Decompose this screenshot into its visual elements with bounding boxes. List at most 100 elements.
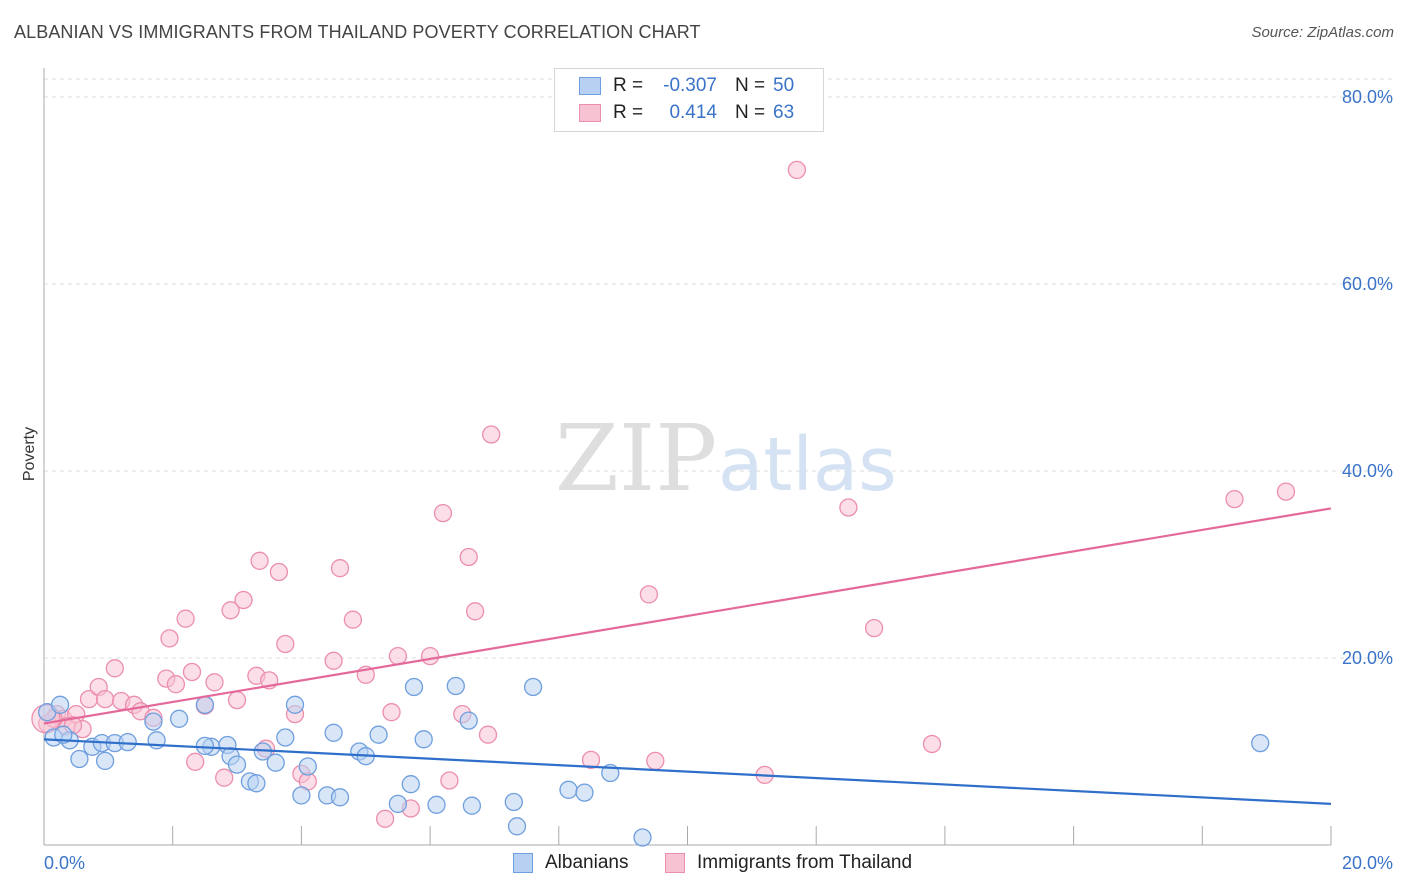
data-point-thailand bbox=[375, 809, 395, 828]
legend-swatch-albanians bbox=[579, 77, 601, 95]
legend-swatch-thailand bbox=[579, 104, 601, 122]
legend-r-label: R = bbox=[613, 102, 644, 123]
data-point-thailand bbox=[465, 602, 485, 621]
legend-n-label: N = bbox=[735, 75, 766, 96]
data-point-albanians bbox=[401, 775, 420, 794]
data-point-albanians bbox=[95, 751, 115, 771]
data-point-thailand bbox=[105, 659, 124, 678]
gridlines bbox=[44, 78, 1393, 659]
data-point-thailand bbox=[482, 425, 501, 444]
legend-row-thailand: R = 0.414 N = 63 bbox=[579, 101, 794, 125]
data-point-albanians bbox=[144, 712, 163, 731]
data-point-albanians bbox=[523, 677, 543, 697]
data-point-thailand bbox=[250, 551, 269, 570]
data-point-albanians bbox=[292, 786, 311, 805]
legend-item-thailand[interactable]: Immigrants from Thailand bbox=[665, 852, 912, 874]
data-point-thailand bbox=[478, 725, 498, 744]
y-tick-label: 60.0% bbox=[1342, 274, 1393, 294]
data-point-thailand bbox=[382, 703, 401, 722]
data-point-albanians bbox=[195, 695, 215, 714]
data-point-albanians bbox=[633, 828, 652, 847]
legend-r-label: R = bbox=[613, 75, 644, 96]
y-tick-label: 80.0% bbox=[1342, 87, 1393, 107]
data-point-albanians bbox=[266, 753, 285, 772]
data-point-thailand bbox=[459, 547, 478, 567]
data-point-thailand bbox=[276, 634, 295, 654]
legend-r-value: 0.414 bbox=[669, 102, 717, 123]
data-point-thailand bbox=[1225, 489, 1244, 509]
data-point-thailand bbox=[186, 752, 205, 771]
data-point-thailand bbox=[420, 646, 440, 666]
watermark-atlas: atlas bbox=[718, 422, 897, 508]
data-point-albanians bbox=[285, 695, 305, 714]
data-point-thailand bbox=[433, 503, 453, 523]
data-point-albanians bbox=[462, 796, 482, 815]
data-point-albanians bbox=[195, 736, 215, 756]
legend-item-albanians[interactable]: Albanians bbox=[513, 852, 628, 874]
data-point-thailand bbox=[581, 750, 601, 770]
legend-label-thailand: Immigrants from Thailand bbox=[697, 852, 913, 873]
data-point-albanians bbox=[575, 783, 594, 802]
legend-n-value: 63 bbox=[773, 102, 795, 123]
y-tick-label: 20.0% bbox=[1342, 648, 1393, 668]
data-point-thailand bbox=[227, 690, 247, 710]
source-label: Source: ZipAtlas.com bbox=[1251, 24, 1394, 41]
x-tick-label: 20.0% bbox=[1342, 853, 1393, 873]
data-point-thailand bbox=[440, 771, 459, 790]
data-point-albanians bbox=[330, 788, 350, 807]
legend-n-value: 50 bbox=[773, 75, 795, 96]
data-point-thailand bbox=[388, 646, 408, 666]
series-legend: Albanians Immigrants from Thailand bbox=[0, 852, 1406, 878]
legend-r-value: -0.307 bbox=[663, 75, 717, 96]
data-point-albanians bbox=[404, 677, 424, 697]
correlation-legend: R = -0.307 N = 50 R = 0.414 N = 63 bbox=[554, 68, 824, 132]
data-point-thailand bbox=[839, 498, 858, 517]
legend-n-label: N = bbox=[735, 102, 766, 123]
data-point-thailand bbox=[324, 651, 343, 670]
data-point-albanians bbox=[298, 757, 317, 776]
data-point-albanians bbox=[414, 730, 433, 749]
data-point-albanians bbox=[446, 676, 465, 696]
data-point-albanians bbox=[324, 723, 343, 742]
trend-line-thailand bbox=[43, 507, 1332, 725]
data-point-albanians bbox=[1251, 733, 1270, 753]
data-point-thailand bbox=[646, 751, 665, 771]
data-point-albanians bbox=[559, 780, 578, 799]
data-point-thailand bbox=[160, 629, 179, 648]
data-point-albanians bbox=[54, 725, 73, 744]
data-point-albanians bbox=[227, 755, 247, 774]
data-point-thailand bbox=[205, 673, 224, 692]
data-point-albanians bbox=[247, 774, 266, 793]
watermark-zip: ZIP bbox=[555, 405, 717, 512]
trend-lines bbox=[43, 507, 1332, 805]
data-point-albanians bbox=[388, 794, 408, 814]
series-albanians-points bbox=[38, 676, 1270, 847]
y-tick-label: 40.0% bbox=[1342, 461, 1393, 481]
data-point-thailand bbox=[787, 160, 807, 180]
data-point-thailand bbox=[95, 689, 115, 709]
axes bbox=[43, 68, 1332, 846]
data-point-albanians bbox=[118, 732, 137, 752]
tick-labels: 20.0% 40.0% 60.0% 80.0% 0.0% 20.0% bbox=[44, 87, 1393, 873]
legend-row-albanians: R = -0.307 N = 50 bbox=[579, 74, 794, 98]
data-point-albanians bbox=[70, 749, 89, 769]
x-tick-label: 0.0% bbox=[44, 853, 85, 873]
watermark: ZIP atlas bbox=[555, 405, 897, 512]
data-point-thailand bbox=[639, 585, 659, 604]
trend-line-albanians bbox=[43, 738, 1332, 805]
legend-label-albanians: Albanians bbox=[545, 852, 629, 873]
legend-swatch-thailand bbox=[665, 853, 685, 873]
legend-swatch-albanians bbox=[513, 853, 533, 873]
data-point-thailand bbox=[182, 662, 202, 682]
data-point-albanians bbox=[369, 725, 388, 744]
data-point-thailand bbox=[269, 562, 289, 582]
data-point-albanians bbox=[507, 817, 527, 836]
data-point-thailand bbox=[176, 609, 195, 628]
data-point-albanians bbox=[459, 711, 478, 730]
chart-title: ALBANIAN VS IMMIGRANTS FROM THAILAND POV… bbox=[14, 22, 701, 42]
data-point-thailand bbox=[343, 610, 363, 629]
data-point-thailand bbox=[215, 768, 234, 787]
data-point-albanians bbox=[504, 792, 523, 812]
data-point-thailand bbox=[864, 618, 884, 638]
data-point-albanians bbox=[169, 709, 189, 728]
